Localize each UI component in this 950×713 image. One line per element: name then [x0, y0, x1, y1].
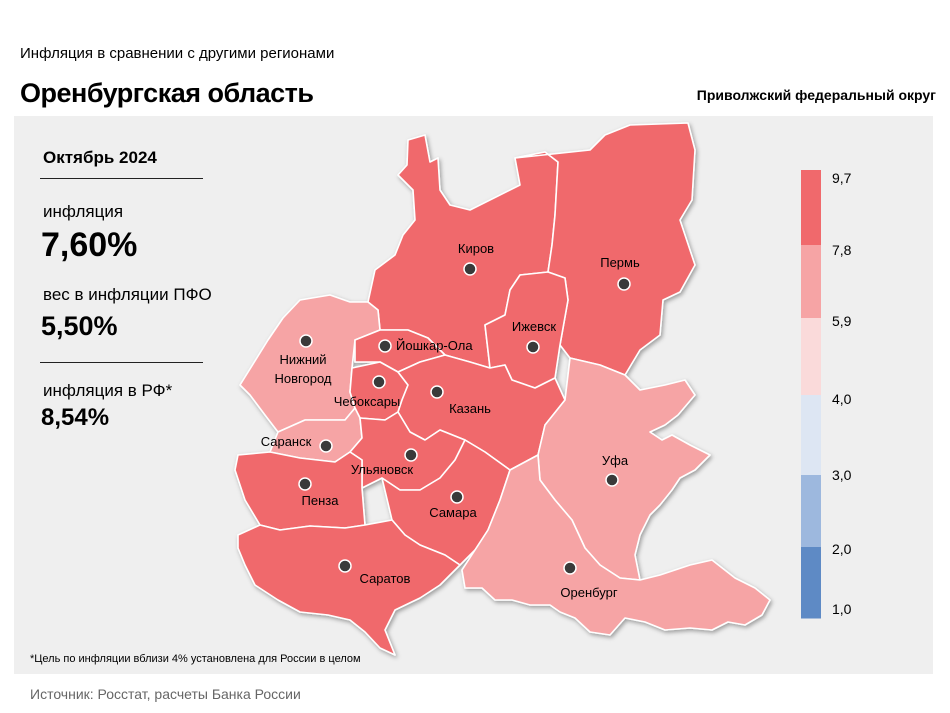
divider-top [40, 178, 203, 179]
inflation-value: 7,60% [41, 226, 138, 264]
city-6-marker[interactable] [372, 375, 386, 389]
subtitle: Инфляция в сравнении с другими регионами [20, 45, 335, 62]
legend-tick-6: 2,0 [832, 541, 852, 557]
city-13-label: Саратов [360, 571, 411, 586]
inflation-label: инфляция [43, 202, 124, 221]
city-9-marker[interactable] [404, 448, 418, 462]
legend-swatch-mid [801, 245, 821, 319]
divider-bottom [40, 362, 203, 363]
period-label: Октябрь 2024 [43, 148, 157, 167]
city-1-marker[interactable] [463, 262, 477, 276]
legend-swatch-low-mid [801, 318, 821, 396]
city-5-label: Нижний Новгород [275, 352, 332, 386]
city-14-label: Оренбург [560, 585, 617, 600]
city-3-marker[interactable] [526, 340, 540, 354]
region-penza[interactable] [234, 451, 366, 531]
region-orenburg[interactable] [461, 454, 771, 636]
weight-label: вес в инфляции ПФО [43, 285, 212, 304]
city-4-label: Йошкар-Ола [396, 338, 473, 353]
city-10-marker[interactable] [605, 473, 619, 487]
legend-swatch-lower [801, 475, 821, 548]
page-title: Оренбургская область [20, 78, 314, 108]
city-1-label: Киров [458, 241, 494, 256]
legend-swatch-low [801, 395, 821, 476]
city-3-label: Ижевск [512, 319, 557, 334]
weight-value: 5,50% [41, 311, 118, 341]
rf-inflation-value: 8,54% [41, 404, 110, 431]
city-9-label: Ульяновск [351, 462, 413, 477]
city-12-label: Самара [429, 505, 477, 520]
city-7-label: Казань [449, 401, 491, 416]
region-saratov[interactable] [237, 519, 461, 656]
legend-swatch-lowest [801, 547, 821, 619]
city-11-label: Пенза [302, 493, 340, 508]
city-8-label: Саранск [261, 434, 312, 449]
legend-tick-4: 4,0 [832, 391, 852, 407]
city-4-marker[interactable] [378, 339, 392, 353]
city-markers: Киров Пермь Ижевск Йошкар-Ола Нижний Новгород… [261, 241, 640, 600]
legend-tick-2: 7,8 [832, 242, 852, 258]
legend-tick-5: 3,0 [832, 467, 852, 483]
city-7-marker[interactable] [430, 385, 444, 399]
city-14-marker[interactable] [563, 561, 577, 575]
city-13-marker[interactable] [338, 559, 352, 573]
city-11-marker[interactable] [298, 477, 312, 491]
city-2-label: Пермь [600, 255, 640, 270]
city-5-marker[interactable] [299, 334, 313, 348]
city-6-label: Чебоксары [334, 394, 401, 409]
city-10-label: Уфа [602, 453, 629, 468]
legend-tick-3: 5,9 [832, 313, 852, 329]
legend: 9,7 7,8 5,9 4,0 3,0 2,0 1,0 [801, 170, 852, 619]
legend-tick-1: 9,7 [832, 170, 852, 186]
legend-tick-7: 1,0 [832, 601, 852, 617]
legend-swatch-high [801, 170, 821, 246]
source-note: Источник: Росстат, расчеты Банка России [30, 686, 301, 702]
footnote: *Цель по инфляции вблизи 4% установлена … [30, 653, 361, 665]
city-8-marker[interactable] [319, 439, 333, 453]
city-2-marker[interactable] [617, 277, 631, 291]
rf-inflation-label: инфляция в РФ* [43, 381, 173, 400]
city-12-marker[interactable] [450, 490, 464, 504]
region-perm[interactable] [514, 122, 696, 376]
district-title: Приволжский федеральный округ [696, 87, 936, 103]
